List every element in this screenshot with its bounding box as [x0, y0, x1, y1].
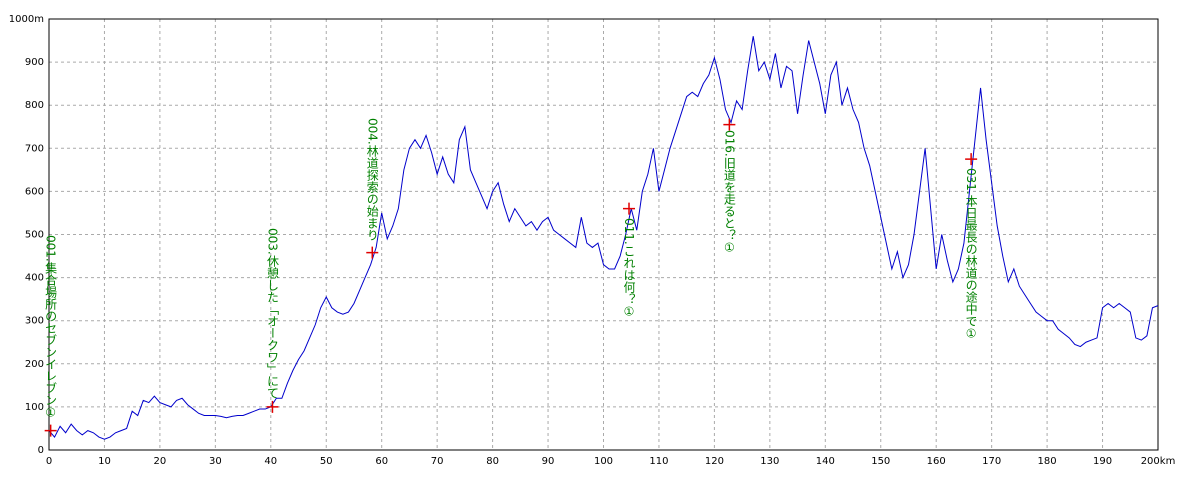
x-tick-label: 190 [1093, 456, 1112, 467]
plot-frame [48, 18, 1159, 451]
x-tick-label: 50 [320, 456, 333, 467]
y-tick-label: 700 [25, 143, 44, 154]
x-tick-label: 10 [98, 456, 111, 467]
x-tick-label: 120 [705, 456, 724, 467]
waypoint-label: 011.これは何？① [622, 218, 636, 319]
x-tick-label: 70 [431, 456, 444, 467]
y-tick-label: 1000m [9, 14, 44, 25]
x-tick-label: 20 [154, 456, 167, 467]
x-tick-label: 170 [982, 456, 1001, 467]
y-tick-label: 100 [25, 402, 44, 413]
x-tick-label: 200km [1141, 456, 1176, 467]
waypoint-label: 031.本日最長の林道の途中で① [964, 168, 978, 341]
elevation-line [48, 36, 1159, 440]
x-tick-label: 80 [486, 456, 499, 467]
x-tick-label: 130 [760, 456, 779, 467]
y-tick-label: 300 [25, 316, 44, 327]
waypoint-marker [44, 424, 57, 437]
x-tick-label: 0 [46, 456, 52, 467]
waypoint-label: 016.旧道を走ると？① [722, 130, 736, 255]
x-tick-label: 40 [264, 456, 277, 467]
waypoint-marker [266, 400, 279, 413]
y-tick-label: 400 [25, 273, 44, 284]
y-tick-label: 500 [25, 230, 44, 241]
waypoint-marker [366, 246, 379, 259]
x-tick-label: 140 [816, 456, 835, 467]
x-tick-label: 160 [927, 456, 946, 467]
y-tick-label: 800 [25, 100, 44, 111]
waypoint-label: 001.集合場所のセブンイレブン① [44, 235, 58, 420]
x-tick-label: 150 [871, 456, 890, 467]
x-tick-label: 110 [649, 456, 668, 467]
x-tick-label: 180 [1038, 456, 1057, 467]
x-tick-label: 90 [542, 456, 555, 467]
waypoint-marker [623, 202, 636, 215]
y-tick-label: 0 [38, 445, 44, 456]
waypoint-label: 003.休憩した「オークワ」にて [265, 228, 279, 399]
x-tick-label: 100 [594, 456, 613, 467]
y-tick-label: 900 [25, 57, 44, 68]
waypoint-label: 004.林道探索の始まり [365, 118, 379, 241]
waypoint-marker [965, 153, 978, 166]
x-tick-label: 60 [375, 456, 388, 467]
y-tick-label: 200 [25, 359, 44, 370]
waypoint-marker [723, 118, 736, 131]
x-tick-label: 30 [209, 456, 222, 467]
y-tick-label: 600 [25, 186, 44, 197]
